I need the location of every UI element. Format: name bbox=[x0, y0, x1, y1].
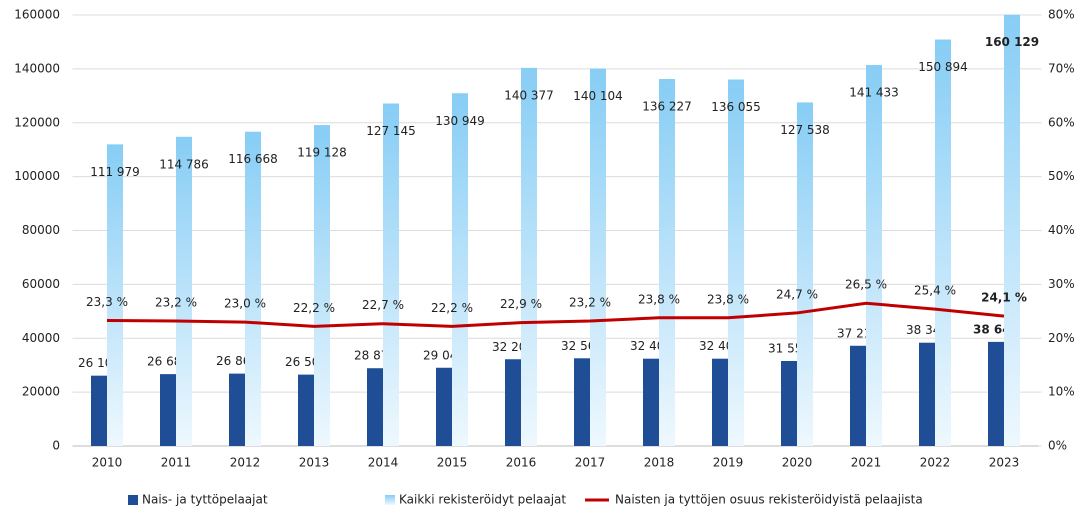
x-tick-label: 2022 bbox=[920, 456, 951, 470]
bar-value-label: 116 668 bbox=[228, 152, 278, 166]
bar bbox=[452, 93, 468, 446]
legend-marker bbox=[385, 495, 395, 505]
bar bbox=[436, 367, 452, 446]
bar bbox=[245, 131, 261, 446]
x-tick-label: 2017 bbox=[575, 456, 606, 470]
x-tick-label: 2019 bbox=[713, 456, 744, 470]
x-tick-label: 2018 bbox=[644, 456, 675, 470]
bar bbox=[935, 39, 951, 446]
y2-tick-label: 60% bbox=[1048, 115, 1075, 129]
x-tick-label: 2016 bbox=[506, 456, 537, 470]
y2-tick-label: 30% bbox=[1048, 277, 1075, 291]
line-value-label: 23,0 % bbox=[224, 297, 266, 311]
bar-value-label: 150 894 bbox=[918, 60, 968, 74]
line-value-label: 23,3 % bbox=[86, 295, 128, 309]
line-value-label: 23,2 % bbox=[155, 296, 197, 310]
bar-value-label: 114 786 bbox=[159, 157, 209, 171]
bar bbox=[367, 368, 383, 446]
y2-tick-label: 10% bbox=[1048, 385, 1075, 399]
x-tick-label: 2015 bbox=[437, 456, 468, 470]
bar bbox=[521, 67, 537, 446]
legend-marker bbox=[128, 495, 138, 505]
bar bbox=[781, 361, 797, 446]
bar bbox=[988, 341, 1004, 446]
x-tick-label: 2012 bbox=[230, 456, 261, 470]
bar-value-label: 119 128 bbox=[297, 146, 347, 160]
bar bbox=[314, 125, 330, 447]
line-value-label: 25,4 % bbox=[914, 284, 956, 298]
bar bbox=[590, 68, 606, 446]
line bbox=[106, 301, 1005, 328]
line-value-label: 26,5 % bbox=[845, 278, 887, 292]
y-tick-label: 140000 bbox=[14, 61, 60, 75]
bar-value-label: 111 979 bbox=[90, 165, 140, 179]
bar bbox=[505, 359, 521, 446]
bar-value-label: 160 129 bbox=[985, 35, 1039, 49]
y-tick-label: 40000 bbox=[22, 331, 60, 345]
x-tick-label: 2014 bbox=[368, 456, 399, 470]
bar bbox=[919, 342, 935, 446]
x-tick-label: 2013 bbox=[299, 456, 330, 470]
bar bbox=[643, 358, 659, 446]
x-tick-label: 2023 bbox=[989, 456, 1020, 470]
bar bbox=[229, 373, 245, 446]
y2-tick-label: 80% bbox=[1048, 8, 1075, 22]
bar-value-label: 127 145 bbox=[366, 124, 416, 138]
line-value-label: 23,8 % bbox=[638, 292, 680, 306]
bar bbox=[298, 374, 314, 446]
y2-tick-label: 40% bbox=[1048, 223, 1075, 237]
x-tick-label: 2020 bbox=[782, 456, 813, 470]
line-value-label: 24,1 % bbox=[981, 291, 1027, 305]
x-tick-label: 2011 bbox=[161, 456, 192, 470]
line-value-label: 24,7 % bbox=[776, 287, 818, 301]
y2-tick-label: 20% bbox=[1048, 331, 1075, 345]
bar-value-label: 141 433 bbox=[849, 86, 899, 100]
y-tick-label: 120000 bbox=[14, 115, 60, 129]
legend-label: Kaikki rekisteröidyt pelaajat bbox=[399, 493, 566, 507]
bar bbox=[1004, 14, 1020, 447]
line-value-label: 23,8 % bbox=[707, 292, 749, 306]
bar-value-label: 136 055 bbox=[711, 100, 761, 114]
bar-value-label: 140 377 bbox=[504, 88, 554, 102]
bar bbox=[850, 345, 866, 446]
x-tick-label: 2010 bbox=[92, 456, 123, 470]
bar bbox=[383, 103, 399, 446]
y-tick-label: 0 bbox=[52, 439, 60, 453]
bar bbox=[866, 65, 882, 446]
y2-tick-label: 70% bbox=[1048, 61, 1075, 75]
bar bbox=[797, 102, 813, 446]
bar bbox=[160, 374, 176, 446]
legend-label: Naisten ja tyttöjen osuus rekisteröidyis… bbox=[615, 493, 923, 507]
legend-label: Nais- ja tyttöpelaajat bbox=[142, 493, 268, 507]
line-value-label: 22,9 % bbox=[500, 297, 542, 311]
bar-value-label: 127 538 bbox=[780, 123, 830, 137]
bar bbox=[91, 375, 107, 446]
y-tick-label: 100000 bbox=[14, 169, 60, 183]
y-tick-label: 20000 bbox=[22, 385, 60, 399]
line-value-label: 22,2 % bbox=[431, 301, 473, 315]
bar-value-label: 130 949 bbox=[435, 114, 485, 128]
bar bbox=[176, 136, 192, 446]
bar bbox=[574, 358, 590, 446]
bar bbox=[659, 79, 675, 447]
line-value-label: 22,7 % bbox=[362, 298, 404, 312]
y2-tick-label: 0% bbox=[1048, 439, 1067, 453]
bar bbox=[712, 358, 728, 446]
bar-value-label: 140 104 bbox=[573, 89, 623, 103]
y2-tick-label: 50% bbox=[1048, 169, 1075, 183]
bar-value-label: 136 227 bbox=[642, 100, 692, 114]
bar bbox=[107, 144, 123, 446]
y-tick-label: 60000 bbox=[22, 277, 60, 291]
line-value-label: 22,2 % bbox=[293, 301, 335, 315]
y-tick-label: 80000 bbox=[22, 223, 60, 237]
line-value-label: 23,2 % bbox=[569, 296, 611, 310]
x-tick-label: 2021 bbox=[851, 456, 882, 470]
bar bbox=[728, 79, 744, 447]
y-tick-label: 160000 bbox=[14, 8, 60, 22]
